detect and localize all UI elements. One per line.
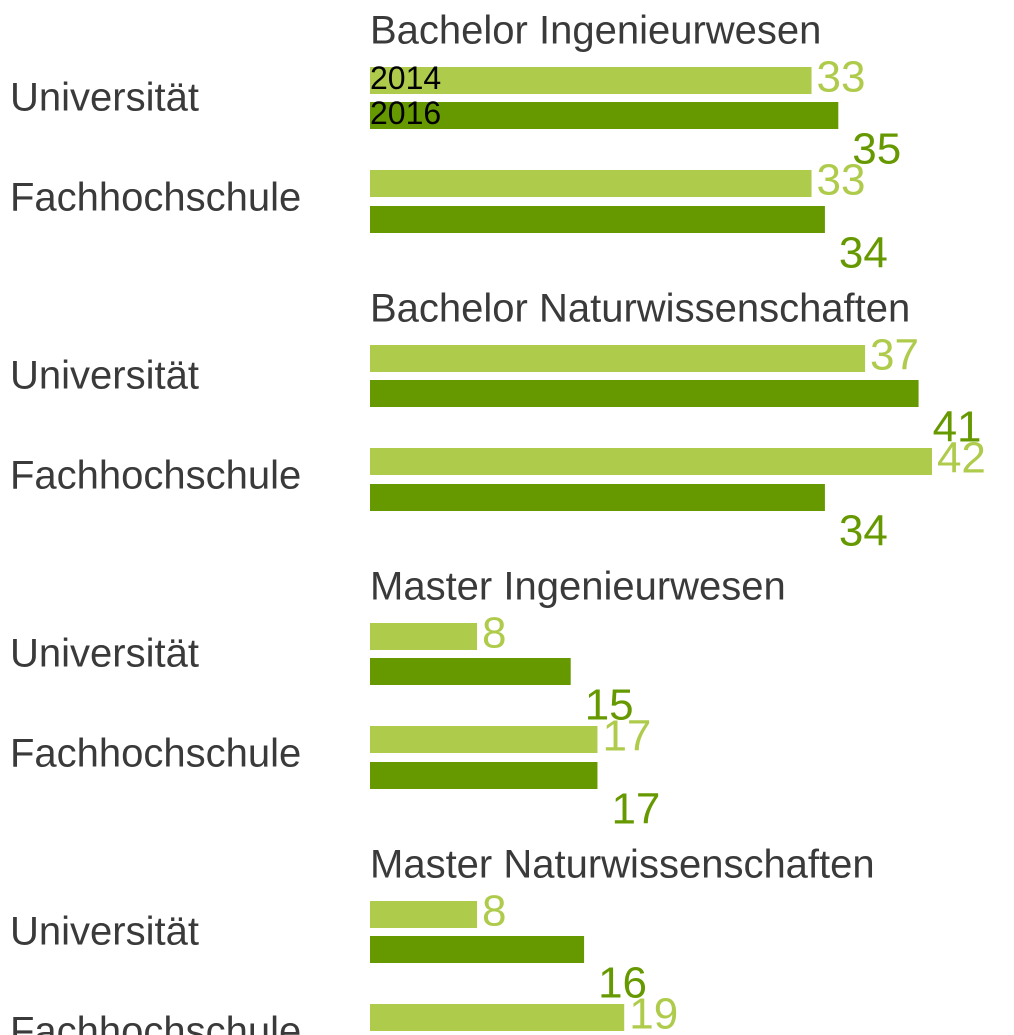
category-label: Universität bbox=[10, 76, 199, 120]
category-label: Fachhochschule bbox=[10, 176, 301, 220]
bar bbox=[370, 102, 839, 129]
value-label: 35 bbox=[852, 125, 901, 174]
value-label: 41 bbox=[933, 403, 982, 452]
bar bbox=[370, 206, 825, 233]
bar bbox=[370, 901, 478, 928]
value-label: 19 bbox=[629, 990, 678, 1035]
bar bbox=[370, 658, 571, 685]
category-label: Fachhochschule bbox=[10, 732, 301, 776]
value-label: 15 bbox=[585, 681, 634, 730]
bar bbox=[370, 726, 598, 753]
category-label: Universität bbox=[10, 354, 199, 398]
value-label: 33 bbox=[817, 53, 866, 102]
value-label: 8 bbox=[482, 887, 506, 936]
bar bbox=[370, 762, 598, 789]
panel-title: Master Ingenieurwesen bbox=[370, 565, 786, 609]
bar bbox=[370, 170, 812, 197]
bar bbox=[370, 484, 825, 511]
bar bbox=[370, 448, 932, 475]
bar bbox=[370, 345, 866, 372]
value-label: 17 bbox=[602, 712, 651, 761]
value-label: 8 bbox=[482, 609, 506, 658]
bar bbox=[370, 1004, 625, 1031]
value-label: 17 bbox=[611, 785, 660, 834]
panel-title: Bachelor Naturwissenschaften bbox=[370, 287, 910, 331]
value-label: 37 bbox=[870, 331, 919, 380]
bar bbox=[370, 623, 478, 650]
category-label: Universität bbox=[10, 910, 199, 954]
bar bbox=[370, 380, 919, 407]
value-label: 16 bbox=[598, 959, 647, 1008]
bar bbox=[370, 936, 585, 963]
value-label: 33 bbox=[817, 156, 866, 205]
legend-label: 2016 bbox=[370, 95, 441, 131]
value-label: 34 bbox=[839, 229, 888, 278]
category-label: Universität bbox=[10, 632, 199, 676]
panel-title: Master Naturwissenschaften bbox=[370, 843, 875, 887]
value-label: 34 bbox=[839, 507, 888, 556]
bar bbox=[370, 67, 812, 94]
legend-label: 2014 bbox=[370, 60, 441, 96]
category-label: Fachhochschule bbox=[10, 1010, 301, 1035]
panel-title: Bachelor Ingenieurwesen bbox=[370, 9, 821, 53]
category-label: Fachhochschule bbox=[10, 454, 301, 498]
value-label: 42 bbox=[937, 434, 986, 483]
